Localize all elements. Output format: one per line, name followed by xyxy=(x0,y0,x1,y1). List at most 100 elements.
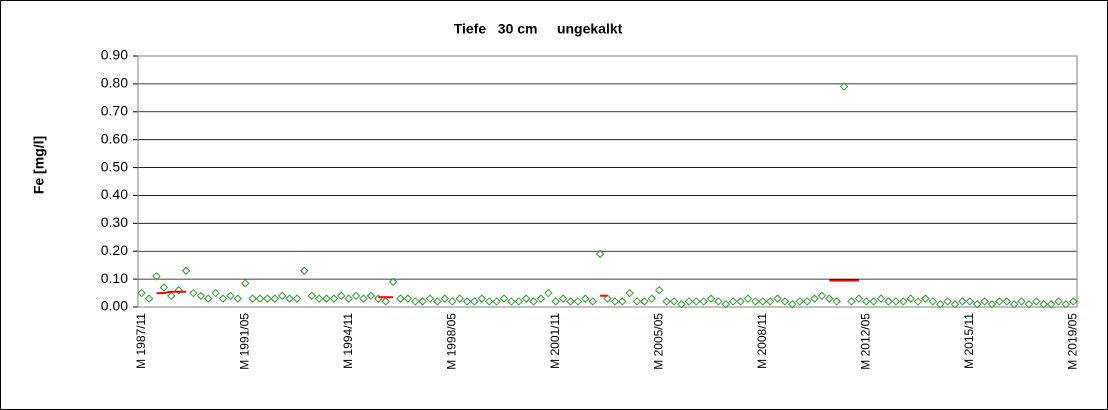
data-point xyxy=(196,291,206,301)
data-point xyxy=(625,288,634,298)
data-point xyxy=(1032,297,1041,306)
data-point xyxy=(307,291,316,301)
data-point xyxy=(137,288,146,298)
data-point xyxy=(980,297,989,306)
data-point xyxy=(1002,297,1011,306)
data-point xyxy=(921,294,930,303)
data-point xyxy=(388,277,398,287)
data-point xyxy=(381,297,390,306)
data-point xyxy=(292,294,302,303)
data-point xyxy=(1039,300,1048,309)
data-point xyxy=(728,297,738,306)
data-point xyxy=(573,297,583,306)
data-point xyxy=(144,294,154,303)
data-point xyxy=(987,300,997,309)
data-point xyxy=(751,297,760,306)
plot-area xyxy=(138,56,1077,307)
y-tick-label: 0.00 xyxy=(101,298,128,314)
data-point xyxy=(1061,300,1071,309)
data-point xyxy=(411,297,420,306)
x-tick-label: M 2019/05 xyxy=(1065,313,1079,370)
data-point xyxy=(899,297,908,306)
data-point xyxy=(351,291,361,301)
data-point xyxy=(455,294,464,303)
x-tick-label: M 2015/11 xyxy=(962,313,976,369)
data-point xyxy=(995,297,1004,306)
x-tick-label: M 1987/11 xyxy=(134,313,148,369)
data-point xyxy=(211,288,220,298)
data-point xyxy=(581,294,590,303)
data-point xyxy=(810,294,819,303)
data-point xyxy=(758,297,767,306)
data-point xyxy=(780,297,790,306)
data-point xyxy=(950,300,960,309)
data-point xyxy=(802,297,812,306)
data-point xyxy=(699,297,708,306)
y-tick-label: 0.90 xyxy=(101,47,128,63)
data-point xyxy=(706,294,716,303)
data-point xyxy=(499,294,509,303)
data-point xyxy=(425,294,435,303)
data-point xyxy=(329,294,339,303)
data-point xyxy=(248,294,257,303)
data-point xyxy=(344,294,353,303)
data-point xyxy=(558,294,568,303)
data-point xyxy=(277,291,287,301)
data-point xyxy=(337,291,346,301)
data-point xyxy=(603,294,612,303)
data-point xyxy=(322,294,331,303)
data-point xyxy=(1009,300,1019,309)
series-line xyxy=(156,279,859,299)
y-tick-label: 0.40 xyxy=(101,186,128,202)
data-point xyxy=(876,294,886,303)
data-point xyxy=(300,266,309,275)
data-point xyxy=(765,297,775,306)
data-point xyxy=(832,297,841,306)
x-tick-label: M 1991/05 xyxy=(237,313,251,370)
data-point xyxy=(906,294,915,303)
data-point xyxy=(721,300,731,309)
data-point xyxy=(839,82,849,91)
data-point xyxy=(433,297,442,306)
data-point xyxy=(204,294,213,303)
data-point xyxy=(255,294,265,303)
data-point xyxy=(736,297,745,306)
y-tick-label: 0.70 xyxy=(101,102,128,118)
data-point xyxy=(418,297,427,306)
data-point xyxy=(462,297,472,306)
x-tick-label: M 2012/05 xyxy=(858,313,872,370)
data-point xyxy=(1054,297,1063,306)
data-point xyxy=(662,297,671,306)
data-point xyxy=(1024,300,1034,309)
data-point xyxy=(218,294,228,303)
data-point xyxy=(595,249,605,259)
data-point xyxy=(795,297,804,306)
data-point xyxy=(396,294,405,303)
x-tick-label: M 2008/11 xyxy=(755,313,769,369)
data-point xyxy=(314,294,324,303)
data-point xyxy=(869,297,878,306)
data-point xyxy=(825,294,834,303)
data-point xyxy=(544,288,553,298)
chart-title: Tiefe 30 cm ungekalkt xyxy=(454,21,623,37)
y-tick-label: 0.80 xyxy=(101,75,128,91)
data-point xyxy=(773,294,782,303)
data-point xyxy=(529,297,538,306)
data-point xyxy=(551,297,560,306)
x-tick-label: M 1994/11 xyxy=(341,313,355,369)
data-point xyxy=(610,297,620,306)
data-point xyxy=(492,297,501,306)
data-point xyxy=(714,297,723,306)
y-tick-label: 0.30 xyxy=(101,214,128,230)
data-point xyxy=(862,297,871,306)
data-point xyxy=(788,300,797,309)
y-tick-label: 0.20 xyxy=(101,242,128,258)
data-point xyxy=(618,297,627,306)
data-point xyxy=(1017,297,1026,306)
data-point xyxy=(189,288,198,298)
data-point xyxy=(847,297,856,306)
data-point xyxy=(159,283,169,292)
data-point xyxy=(913,297,923,306)
data-point xyxy=(817,291,827,301)
data-point xyxy=(965,297,974,306)
